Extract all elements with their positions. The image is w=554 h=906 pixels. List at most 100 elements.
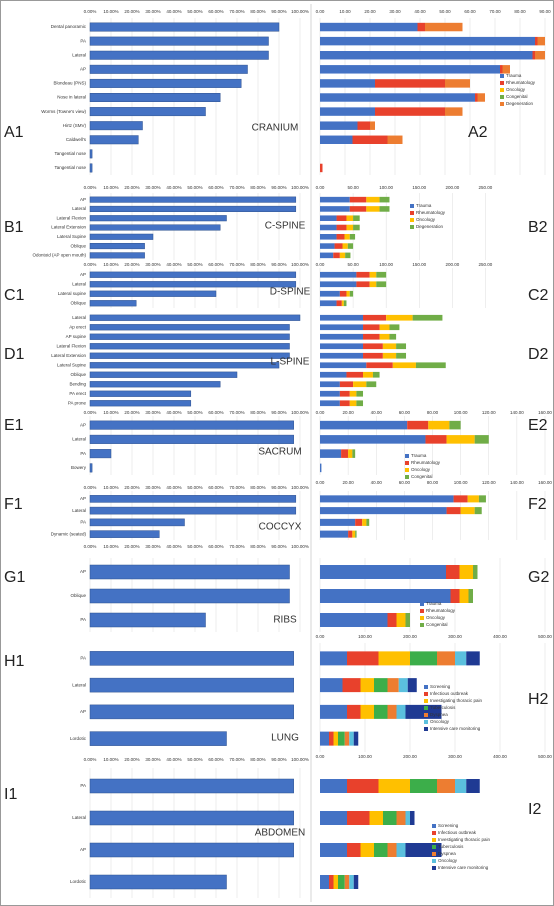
legend-label: Rheumatology	[426, 608, 456, 613]
bar-segment	[425, 22, 463, 32]
bar-segment	[387, 843, 397, 857]
x-tick-label: 60.00%	[208, 262, 223, 267]
legend-swatch	[410, 218, 414, 222]
x-tick-label: 10.00%	[103, 9, 118, 14]
legend-swatch	[410, 225, 414, 229]
bar-segment	[320, 371, 347, 378]
category-label: PA	[80, 451, 86, 456]
bar	[89, 731, 227, 746]
category-label: Tangential nose	[54, 165, 86, 170]
legend-swatch	[424, 706, 428, 710]
legend-swatch	[405, 461, 409, 465]
legend-label: Investigating thoracic pain	[438, 837, 491, 842]
bar-segment	[537, 36, 545, 46]
x-tick-label: 30.00%	[145, 544, 160, 549]
category-label: Dynamic (seated)	[51, 531, 87, 536]
bar-segment	[347, 704, 361, 719]
bar-segment	[346, 371, 364, 378]
bar-segment	[396, 613, 406, 627]
x-tick-label: 60.00%	[208, 410, 223, 415]
legend-swatch	[424, 699, 428, 703]
bar-segment	[320, 420, 408, 430]
x-tick-label: 60.00%	[208, 9, 223, 14]
bar-segment	[363, 343, 383, 350]
bar	[89, 381, 221, 388]
bar-segment	[336, 224, 347, 231]
legend-label: Rheumatology	[411, 460, 441, 465]
bar-segment	[369, 281, 377, 288]
bar-segment	[369, 271, 377, 278]
x-tick-label: 70.00	[489, 9, 501, 14]
bar	[89, 224, 221, 231]
bar-segment	[410, 651, 437, 666]
bar-segment	[349, 290, 354, 297]
bar	[89, 506, 297, 515]
x-tick-label: 70.00%	[229, 410, 244, 415]
category-label: AP	[80, 496, 86, 501]
bar-segment	[366, 206, 380, 212]
x-tick-label: 90.00%	[271, 485, 286, 490]
x-tick-label: 90.00%	[271, 757, 286, 762]
x-tick-label: 20.00%	[124, 9, 139, 14]
bar-segment	[320, 65, 500, 74]
legend-label: Oncology	[430, 719, 450, 724]
legend-label: Trauma	[426, 601, 442, 606]
legend-swatch	[420, 602, 424, 606]
x-tick-label: 40.00	[414, 9, 426, 14]
x-tick-label: 10.00%	[103, 544, 118, 549]
category-label: Lateral Extension	[51, 353, 86, 358]
bar-segment	[407, 678, 417, 693]
bar	[89, 362, 280, 369]
category-label: Lateral supine	[58, 291, 87, 296]
bar-segment	[320, 463, 322, 473]
x-tick-label: 50.00	[439, 9, 451, 14]
category-label: PA erect	[69, 391, 86, 396]
bar-segment	[349, 390, 357, 397]
category-label: Worms (Towne's view)	[41, 109, 86, 114]
legend-label: Tuberculosis	[430, 705, 456, 710]
bar-segment	[387, 135, 403, 144]
bar-segment	[466, 779, 480, 793]
bar-segment	[339, 381, 354, 388]
bar-segment	[446, 507, 461, 515]
bar-segment	[417, 22, 425, 32]
x-tick-label: 10.00%	[103, 185, 118, 190]
bar-segment	[535, 51, 545, 60]
bar-segment	[349, 731, 354, 746]
category-label: AP	[80, 272, 86, 277]
x-tick-label: 80.00%	[250, 262, 265, 267]
bar-segment	[446, 565, 460, 579]
bar-segment	[342, 678, 361, 693]
bar-segment	[344, 875, 350, 889]
bar-segment	[396, 704, 406, 719]
bar-segment	[405, 843, 442, 857]
bar-segment	[320, 93, 475, 102]
x-tick-label: 90.00%	[271, 262, 286, 267]
bar-segment	[459, 589, 469, 603]
bar	[89, 243, 145, 250]
bar-segment	[446, 435, 475, 444]
legend-label: Investigating thoracic pain	[430, 698, 483, 703]
category-label: Lateral	[72, 682, 86, 687]
bar-segment	[363, 352, 383, 359]
x-tick-label: 0.00	[316, 634, 325, 639]
bar-segment	[320, 843, 347, 857]
bar-segment	[502, 65, 510, 74]
x-tick-label: 400.00	[493, 754, 507, 759]
bar-segment	[320, 121, 358, 130]
panel-label: B2	[528, 219, 548, 236]
category-label: Oblique	[70, 243, 86, 248]
legend-label: Rheumatology	[506, 80, 536, 85]
bar-segment	[360, 843, 374, 857]
bar-segment	[349, 196, 367, 203]
bar-segment	[320, 613, 388, 627]
category-label: Ap erect	[69, 324, 87, 329]
panel-label: F1	[4, 496, 23, 513]
bar-segment	[344, 731, 350, 746]
legend-swatch	[500, 81, 504, 85]
bar-segment	[320, 390, 340, 397]
bar-segment	[349, 400, 357, 407]
legend-swatch	[432, 831, 436, 835]
legend-swatch	[432, 845, 436, 849]
legend-swatch	[410, 204, 414, 208]
